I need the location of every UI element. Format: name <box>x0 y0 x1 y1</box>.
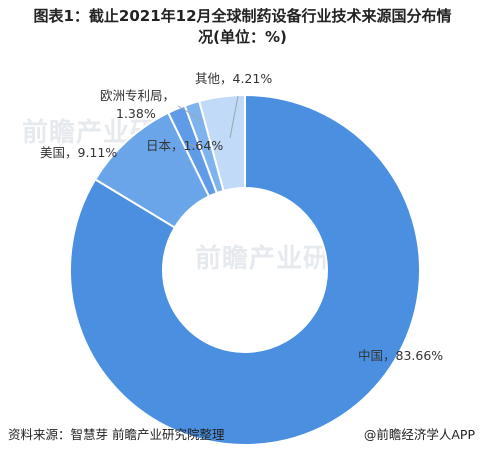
leader-line-3 <box>187 143 199 148</box>
data-label-line: 中国，83.66% <box>358 348 443 363</box>
data-label-3: 日本，1.64% <box>146 138 223 153</box>
data-label-1: 中国，83.66% <box>358 348 443 363</box>
data-label-line: 日本，1.64% <box>146 138 223 153</box>
data-label-line: 欧洲专利局， <box>100 88 175 103</box>
data-label-2: 美国，9.11% <box>40 145 117 160</box>
brand-credit: @前瞻经济学人APP <box>364 424 475 443</box>
data-label-4: 欧洲专利局， 1.38% <box>100 88 175 121</box>
data-label-line: 1.38% <box>116 106 156 121</box>
leader-line-4 <box>177 105 204 122</box>
data-label-5: 其他，4.21% <box>195 71 272 86</box>
leader-lines <box>177 95 239 148</box>
source-note: 资料来源：智慧芽 前瞻产业研究院整理 <box>8 427 225 442</box>
donut-slices <box>69 93 421 446</box>
data-label-line: 美国，9.11% <box>40 145 117 160</box>
slice-1 <box>69 93 421 446</box>
data-labels: 中国，83.66% 美国，9.11% 日本，1.64% 欧洲专利局， 1.38% 其他，4… <box>40 71 443 363</box>
chart-title-line1: 图表1：截止2021年12月全球制药设备行业技术来源国分布情 <box>33 7 452 25</box>
chart-title: 图表1：截止2021年12月全球制药设备行业技术来源国分布情 况(单位：%) <box>0 6 485 48</box>
data-label-line: 其他，4.21% <box>195 71 272 86</box>
leader-line-5 <box>229 95 239 139</box>
chart-title-line2: 况(单位：%) <box>198 28 287 46</box>
brand-text: @前瞻经济学人APP <box>363 427 475 442</box>
